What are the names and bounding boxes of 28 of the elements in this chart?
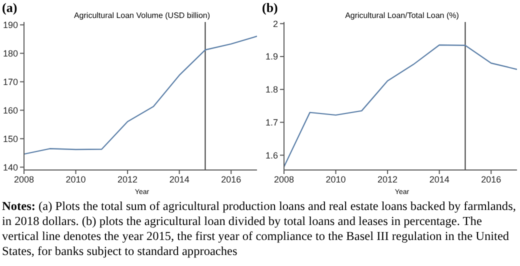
y-tick-label: 1.7 — [265, 118, 278, 128]
x-tick-label: 2014 — [429, 174, 450, 184]
y-tick-label: 1.8 — [265, 84, 278, 95]
x-tick-label: 2010 — [66, 174, 86, 184]
y-tick-label: 2 — [272, 18, 278, 29]
x-tick-label: 2008 — [274, 174, 294, 184]
y-tick-label: 170 — [2, 76, 18, 87]
chart-title: (b) — [262, 0, 278, 16]
y-tick-label: 190 — [2, 20, 18, 30]
x-tick-label: 2012 — [118, 174, 138, 184]
y-tick-label: 140 — [2, 162, 18, 172]
x-tick-label: 2008 — [14, 174, 34, 184]
x-tick-label: 2012 — [378, 174, 398, 184]
chart-subtitle: Agricultural Loan Volume (USD billion) — [72, 11, 212, 20]
y-tick-label: 150 — [2, 134, 18, 144]
line-series — [284, 44, 517, 168]
y-tick-label: 160 — [2, 105, 18, 116]
line-series — [24, 36, 257, 155]
y-tick-label: 1.6 — [265, 150, 278, 160]
x-tick-label: 2016 — [221, 174, 242, 184]
x-tick-label: 2014 — [169, 174, 190, 184]
chart-subtitle: Agricultural Loan/Total Loan (%) — [344, 11, 460, 20]
text: Notes: (a) Plots the total sum of agricultural production loans and real estate loans backed by farmlands, in 2018 dollars. (b) plots the agricultural loan divided by total loans and leases in percentage. The vertical line denotes the year 2015, the first year of compliance to the Basel III regulation in the United States, for banks subject to standard approaches — [2, 199, 516, 258]
chart-title: (a) — [2, 0, 18, 16]
x-tick-label: 2010 — [326, 174, 346, 184]
y-tick-label: 1.9 — [265, 52, 278, 62]
x-tick-label: 2016 — [481, 174, 502, 184]
y-tick-label: 180 — [2, 48, 18, 59]
